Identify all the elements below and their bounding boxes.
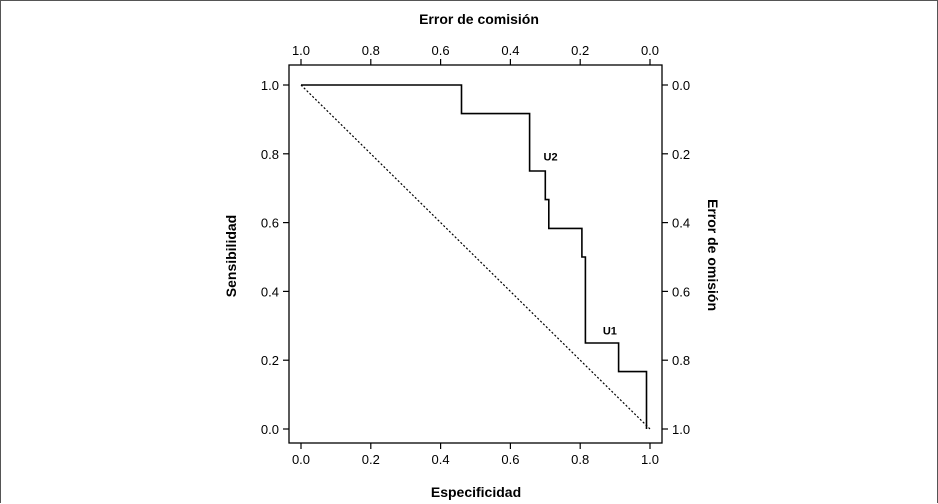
y-tick-label: 0.2 — [261, 353, 279, 368]
y-tick-label: 0.4 — [261, 284, 279, 299]
top-tick-label: 0.8 — [362, 43, 380, 58]
plot-area — [288, 64, 663, 444]
x-tick-label: 0.6 — [501, 452, 519, 467]
top-axis-title: Error de comisión — [419, 11, 539, 27]
top-tick-label: 0.6 — [432, 43, 450, 58]
plot-border — [288, 64, 663, 444]
top-tick-label: 0.0 — [641, 43, 659, 58]
top-tick-label: 0.4 — [501, 43, 519, 58]
right-tick-label: 0.8 — [672, 353, 690, 368]
top-tick-label: 0.2 — [571, 43, 589, 58]
reference-diagonal-line — [300, 84, 651, 430]
right-tick-label: 0.0 — [672, 78, 690, 93]
x-axis-title: Especificidad — [431, 484, 521, 500]
x-tick-label: 1.0 — [641, 452, 659, 467]
y-tick-label: 0.0 — [261, 422, 279, 437]
y-axis-title: Sensibilidad — [223, 215, 239, 297]
annotations: U2 U1 — [544, 152, 617, 338]
x-tick-label: 0.2 — [362, 452, 380, 467]
annotation-u1: U1 — [603, 325, 617, 337]
y-tick-label: 0.8 — [261, 147, 279, 162]
right-axis-title: Error de omisión — [705, 199, 721, 311]
top-tick-label: 1.0 — [292, 43, 310, 58]
axis-ticks: 0.0 1.0 0.0 1.0 0.2 0.8 0.2 0.8 0.4 0.6 0.4 0.6 0.6 0… — [261, 43, 690, 467]
x-tick-label: 0.8 — [571, 452, 589, 467]
annotation-u2: U2 — [544, 152, 558, 164]
x-tick-label: 0.4 — [432, 452, 450, 467]
roc-step-curve — [301, 84, 648, 429]
right-tick-label: 0.4 — [672, 216, 690, 231]
y-tick-label: 0.6 — [261, 216, 279, 231]
series-layer — [300, 84, 651, 430]
x-tick-label: 0.0 — [292, 452, 310, 467]
y-tick-label: 1.0 — [261, 78, 279, 93]
right-tick-label: 0.2 — [672, 147, 690, 162]
right-tick-label: 0.6 — [672, 284, 690, 299]
right-tick-label: 1.0 — [672, 422, 690, 437]
